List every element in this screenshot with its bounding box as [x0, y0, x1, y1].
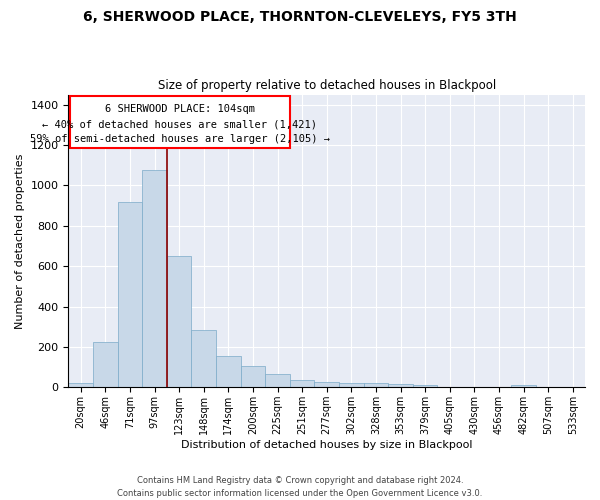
- Bar: [364, 384, 388, 388]
- Bar: [413, 385, 437, 388]
- Bar: [167, 256, 191, 388]
- Bar: [388, 384, 413, 388]
- Bar: [314, 382, 339, 388]
- Bar: [511, 385, 536, 388]
- Bar: [118, 202, 142, 388]
- Bar: [241, 366, 265, 388]
- Text: ← 40% of detached houses are smaller (1,421): ← 40% of detached houses are smaller (1,…: [42, 120, 317, 130]
- Text: Contains HM Land Registry data © Crown copyright and database right 2024.
Contai: Contains HM Land Registry data © Crown c…: [118, 476, 482, 498]
- Bar: [290, 380, 314, 388]
- Bar: [142, 170, 167, 388]
- Text: 6, SHERWOOD PLACE, THORNTON-CLEVELEYS, FY5 3TH: 6, SHERWOOD PLACE, THORNTON-CLEVELEYS, F…: [83, 10, 517, 24]
- Y-axis label: Number of detached properties: Number of detached properties: [15, 153, 25, 328]
- Bar: [339, 384, 364, 388]
- Title: Size of property relative to detached houses in Blackpool: Size of property relative to detached ho…: [158, 79, 496, 92]
- Bar: [70, 96, 290, 148]
- Bar: [93, 342, 118, 388]
- Bar: [68, 384, 93, 388]
- Text: 59% of semi-detached houses are larger (2,105) →: 59% of semi-detached houses are larger (…: [30, 134, 330, 144]
- X-axis label: Distribution of detached houses by size in Blackpool: Distribution of detached houses by size …: [181, 440, 472, 450]
- Bar: [216, 356, 241, 388]
- Bar: [265, 374, 290, 388]
- Text: 6 SHERWOOD PLACE: 104sqm: 6 SHERWOOD PLACE: 104sqm: [105, 104, 255, 114]
- Bar: [191, 330, 216, 388]
